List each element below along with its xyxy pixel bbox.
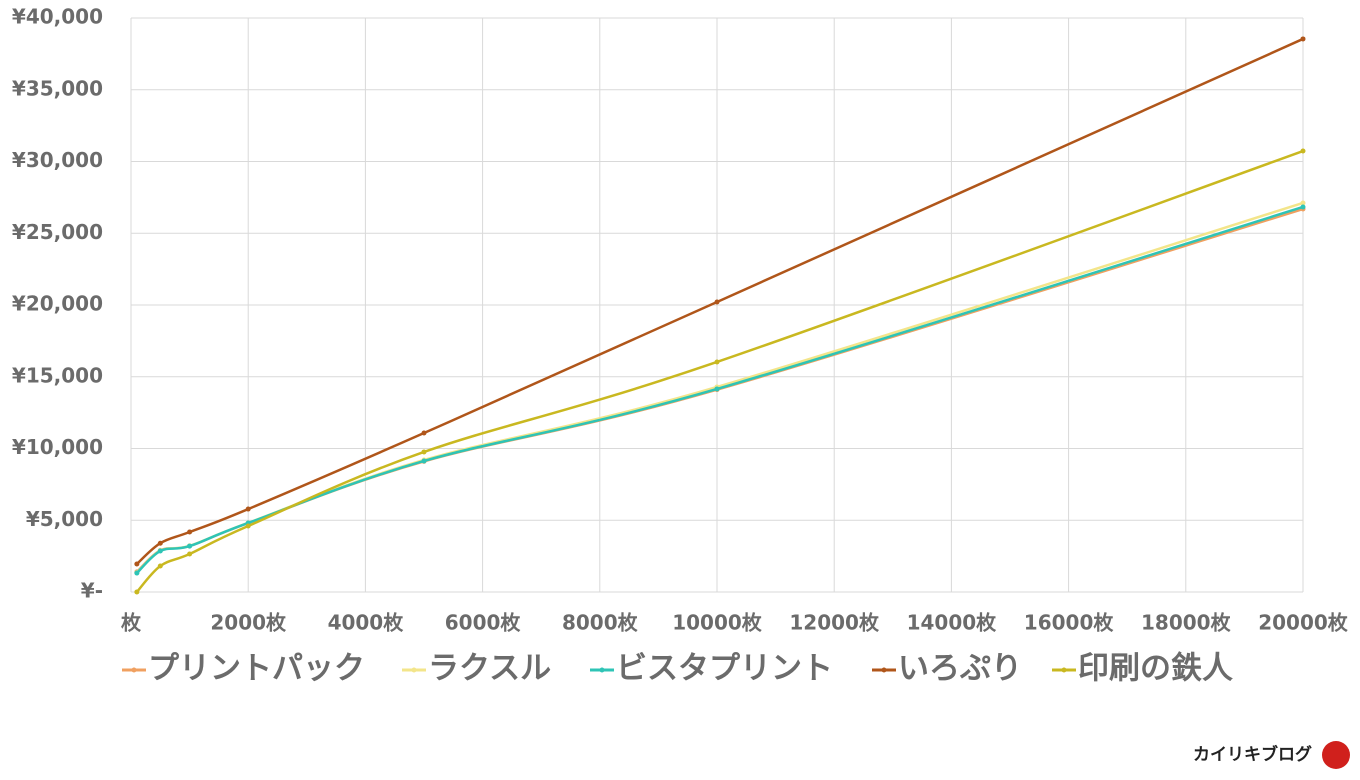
logo — [1322, 741, 1350, 769]
y-tick-label: ¥5,000 — [26, 507, 103, 531]
point — [134, 561, 140, 567]
legend-label: 印刷の鉄人 — [1078, 651, 1233, 687]
legend-dot — [411, 667, 417, 673]
legend-label: ラクスル — [428, 651, 551, 687]
legend-dot — [131, 667, 137, 673]
point — [134, 589, 140, 595]
point — [714, 386, 720, 392]
y-tick-label: ¥20,000 — [12, 292, 103, 316]
x-tick-label: 6000枚 — [445, 611, 522, 635]
legend-dot — [599, 667, 605, 673]
x-tick-label: 2000枚 — [210, 611, 287, 635]
x-tick-label: 18000枚 — [1141, 611, 1232, 635]
y-tick-label: ¥15,000 — [12, 363, 103, 387]
point — [187, 543, 193, 549]
y-tick-label: ¥35,000 — [12, 76, 103, 100]
point — [714, 359, 720, 365]
legend-label: プリントパック — [148, 651, 365, 687]
y-tick-label: ¥- — [81, 579, 103, 603]
legend-label: ビスタプリント — [616, 651, 833, 687]
legend-dot — [881, 667, 887, 673]
point — [134, 570, 140, 576]
watermark: カイリキブログ — [1193, 744, 1312, 765]
series-line — [135, 149, 1304, 593]
point — [245, 506, 251, 512]
series-line — [136, 37, 1304, 565]
y-tick-label: ¥25,000 — [12, 220, 103, 244]
x-tick-label: 10000枚 — [672, 611, 763, 635]
point — [421, 430, 427, 436]
point — [1300, 200, 1306, 206]
point — [714, 299, 720, 305]
point — [1300, 204, 1306, 210]
x-tick-label: 枚 — [121, 611, 142, 635]
point — [1300, 148, 1306, 154]
point — [421, 449, 427, 455]
point — [1300, 36, 1306, 42]
point — [187, 529, 193, 535]
legend-dot — [1061, 667, 1067, 673]
x-tick-label: 16000枚 — [1024, 611, 1115, 635]
point — [421, 458, 427, 464]
y-tick-label: ¥10,000 — [12, 435, 103, 459]
point — [187, 551, 193, 557]
y-tick-label: ¥30,000 — [12, 148, 103, 172]
x-tick-label: 14000枚 — [907, 611, 998, 635]
x-tick-label: 8000枚 — [562, 611, 639, 635]
point — [245, 523, 251, 529]
series-line — [135, 207, 1304, 573]
point — [157, 563, 163, 569]
point — [157, 548, 163, 554]
x-tick-label: 12000枚 — [789, 611, 880, 635]
y-tick-label: ¥40,000 — [12, 5, 103, 29]
x-tick-label: 20000枚 — [1258, 611, 1349, 635]
legend-label: いろぷり — [898, 651, 1022, 687]
x-tick-label: 4000枚 — [328, 611, 405, 635]
point — [157, 540, 163, 546]
